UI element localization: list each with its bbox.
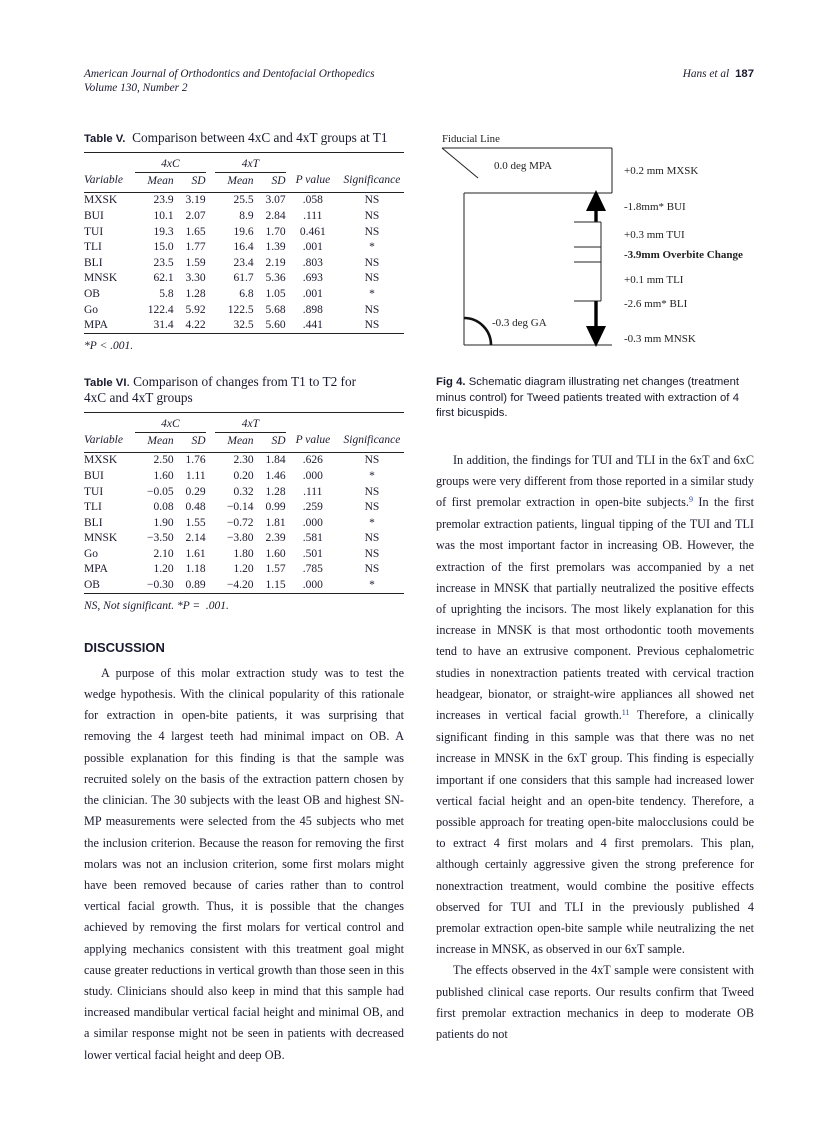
svg-text:-2.6 mm* BLI: -2.6 mm* BLI bbox=[624, 298, 688, 310]
svg-text:Fiducial Line: Fiducial Line bbox=[442, 133, 500, 145]
svg-text:-3.9mm Overbite Change: -3.9mm Overbite Change bbox=[624, 249, 743, 261]
svg-text:0.0 deg MPA: 0.0 deg MPA bbox=[494, 160, 552, 172]
svg-text:-0.3 mm MNSK: -0.3 mm MNSK bbox=[624, 333, 696, 345]
svg-text:+0.1 mm TLI: +0.1 mm TLI bbox=[624, 274, 684, 286]
svg-text:+0.3 mm TUI: +0.3 mm TUI bbox=[624, 229, 685, 241]
svg-text:-0.3 deg GA: -0.3 deg GA bbox=[492, 317, 547, 329]
svg-text:+0.2 mm MXSK: +0.2 mm MXSK bbox=[624, 165, 698, 177]
svg-text:-1.8mm* BUI: -1.8mm* BUI bbox=[624, 201, 686, 213]
